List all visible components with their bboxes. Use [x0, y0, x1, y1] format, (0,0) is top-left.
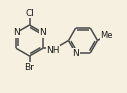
Text: N: N	[39, 28, 46, 37]
Text: N: N	[72, 49, 79, 58]
Text: Br: Br	[25, 62, 34, 72]
Text: Me: Me	[100, 31, 113, 40]
Text: N: N	[13, 28, 19, 37]
Text: NH: NH	[46, 46, 60, 55]
Text: Cl: Cl	[25, 9, 34, 18]
